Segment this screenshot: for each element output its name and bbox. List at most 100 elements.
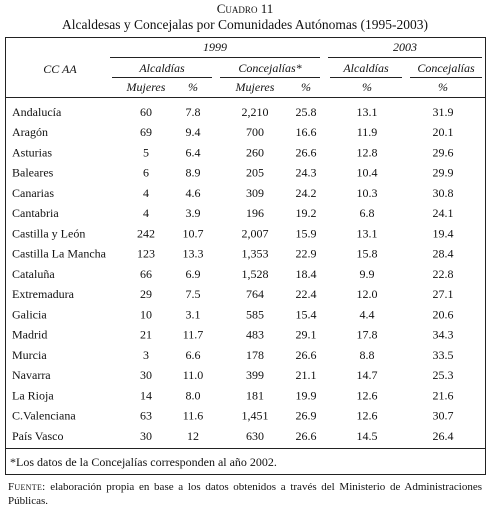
- cell-value: 11.7: [183, 328, 204, 342]
- cell-value: 12.6: [357, 388, 378, 402]
- cell-value: 34.3: [433, 328, 454, 342]
- cell-value: 1,451: [242, 409, 269, 423]
- cell-value: 8.9: [186, 166, 201, 180]
- cell-value: 123: [137, 247, 155, 261]
- cell-value: 13.1: [357, 226, 378, 240]
- region-name: Galicia: [12, 307, 47, 321]
- cell-value: 4.4: [360, 307, 375, 321]
- cell-value: 6.9: [186, 267, 201, 281]
- region-name: La Rioja: [12, 388, 54, 402]
- cell-value: 10.4: [357, 166, 378, 180]
- cell-value: 181: [246, 388, 264, 402]
- row-header: CC AA: [43, 62, 77, 76]
- table-figure: Cuadro 11 Alcaldesas y Concejalas por Co…: [5, 1, 486, 475]
- cell-value: 6: [143, 166, 149, 180]
- cell-value: 1,528: [242, 267, 269, 281]
- cell-value: 26.6: [296, 348, 317, 362]
- region-name: Cataluña: [12, 267, 55, 281]
- region-name: Baleares: [12, 166, 54, 180]
- cell-value: 6.6: [186, 348, 201, 362]
- cell-value: 260: [246, 145, 264, 159]
- cell-value: 5: [143, 145, 149, 159]
- cell-value: 26.4: [433, 429, 454, 443]
- cell-value: 30: [140, 368, 152, 382]
- cell-value: 21.1: [296, 368, 317, 382]
- cell-value: 29: [140, 287, 152, 301]
- cell-value: 21.6: [433, 388, 454, 402]
- cell-value: 9.9: [360, 267, 375, 281]
- cell-value: 14: [140, 388, 152, 402]
- cell-value: 4: [143, 186, 149, 200]
- group-header: Concejalías*: [238, 61, 301, 75]
- cell-value: 21: [140, 328, 152, 342]
- group-header: Alcaldías: [342, 61, 389, 75]
- cell-value: 7.5: [186, 287, 201, 301]
- cell-value: 28.4: [433, 247, 454, 261]
- cell-value: 24.3: [296, 166, 317, 180]
- cell-value: 69: [140, 125, 152, 139]
- cell-value: 764: [246, 287, 264, 301]
- column-header: Mujeres: [235, 80, 275, 94]
- region-name: Cantabria: [12, 206, 59, 220]
- figure-label: Cuadro 11: [217, 1, 273, 16]
- cell-value: 14.5: [357, 429, 378, 443]
- cell-value: 29.9: [433, 166, 454, 180]
- cell-value: 26.6: [296, 145, 317, 159]
- cell-value: 7.8: [186, 105, 201, 119]
- source-text: elaboración propia en base a los datos o…: [8, 481, 483, 507]
- group-header: Concejalías: [417, 61, 475, 75]
- cell-value: 63: [140, 409, 152, 423]
- cell-value: 29.6: [433, 145, 454, 159]
- cell-value: 18.4: [296, 267, 317, 281]
- cell-value: 196: [246, 206, 264, 220]
- cell-value: 25.3: [433, 368, 454, 382]
- cell-value: 2,210: [242, 105, 269, 119]
- cell-value: 22.8: [433, 267, 454, 281]
- cell-value: 15.4: [296, 307, 317, 321]
- cell-value: 16.6: [296, 125, 317, 139]
- cell-value: 30.7: [433, 409, 454, 423]
- source-label: Fuente:: [8, 481, 46, 493]
- cell-value: 60: [140, 105, 152, 119]
- region-name: Aragón: [12, 125, 48, 139]
- column-header: Mujeres: [126, 80, 166, 94]
- region-name: País Vasco: [12, 429, 63, 443]
- cell-value: 309: [246, 186, 264, 200]
- region-name: C.Valenciana: [12, 409, 76, 423]
- cell-value: 25.8: [296, 105, 317, 119]
- cell-value: 13.1: [357, 105, 378, 119]
- cell-value: 1,353: [242, 247, 269, 261]
- cell-value: 12: [187, 429, 199, 443]
- region-name: Navarra: [12, 368, 51, 382]
- column-header: %: [301, 80, 311, 94]
- cell-value: 10.7: [183, 226, 204, 240]
- cell-value: 20.1: [433, 125, 454, 139]
- cell-value: 9.4: [186, 125, 201, 139]
- table-frame: [5, 37, 486, 475]
- cell-value: 27.1: [433, 287, 454, 301]
- region-name: Madrid: [12, 328, 47, 342]
- cell-value: 6.8: [360, 206, 375, 220]
- cell-value: 24.2: [296, 186, 317, 200]
- region-name: Castilla y León: [12, 226, 85, 240]
- cell-value: 15.9: [296, 226, 317, 240]
- cell-value: 26.9: [296, 409, 317, 423]
- cell-value: 24.1: [433, 206, 454, 220]
- cell-value: 8.8: [360, 348, 375, 362]
- cell-value: 12.8: [357, 145, 378, 159]
- cell-value: 3.9: [186, 206, 201, 220]
- cell-value: 17.8: [357, 328, 378, 342]
- cell-value: 178: [246, 348, 264, 362]
- region-name: Asturias: [12, 145, 52, 159]
- cell-value: 26.6: [296, 429, 317, 443]
- cell-value: 22.4: [296, 287, 317, 301]
- cell-value: 29.1: [296, 328, 317, 342]
- cell-value: 22.9: [296, 247, 317, 261]
- cell-value: 3.1: [186, 307, 201, 321]
- cell-value: 13.3: [183, 247, 204, 261]
- cell-value: 14.7: [357, 368, 378, 382]
- year-header: 2003: [393, 40, 417, 54]
- cell-value: 2,007: [242, 226, 269, 240]
- cell-value: 242: [137, 226, 155, 240]
- year-header: 1999: [203, 40, 227, 54]
